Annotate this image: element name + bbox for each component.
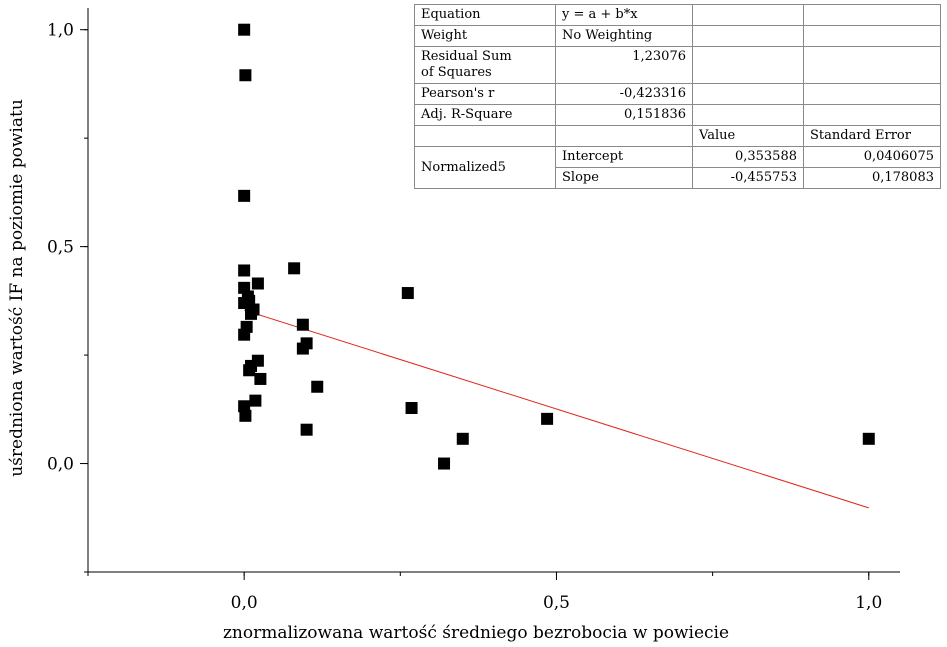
standard-error-header: Standard Error bbox=[803, 125, 941, 147]
data-point bbox=[541, 412, 554, 425]
fit-line bbox=[244, 309, 869, 509]
empty-cell bbox=[692, 46, 804, 84]
x-tick-label: 1,0 bbox=[855, 593, 882, 613]
rss-label-line-2: of Squares bbox=[421, 65, 492, 80]
empty-cell bbox=[803, 104, 941, 126]
empty-cell bbox=[692, 4, 804, 26]
axes bbox=[80, 8, 900, 580]
weight-label: Weight bbox=[414, 25, 556, 47]
data-point bbox=[249, 394, 262, 407]
data-point bbox=[240, 320, 253, 333]
x-tick-label: 0,5 bbox=[543, 593, 570, 613]
intercept-error: 0,0406075 bbox=[803, 146, 941, 168]
empty-cell bbox=[692, 25, 804, 47]
data-point bbox=[238, 189, 251, 202]
y-tick-label: 0,5 bbox=[47, 238, 74, 258]
y-tick-label: 1,0 bbox=[47, 21, 74, 41]
fit-line-group bbox=[244, 309, 869, 509]
empty-cell bbox=[803, 83, 941, 105]
group-label: Normalized5 bbox=[414, 146, 556, 189]
pearson-value: -0,423316 bbox=[555, 83, 693, 105]
data-point bbox=[456, 432, 469, 445]
empty-cell bbox=[692, 83, 804, 105]
empty-cell bbox=[803, 4, 941, 26]
data-point bbox=[239, 409, 252, 422]
data-point bbox=[405, 402, 418, 415]
table-row: Weight No Weighting bbox=[414, 25, 941, 47]
data-point bbox=[243, 364, 256, 377]
data-point bbox=[862, 432, 875, 445]
adj-r-square-label: Adj. R-Square bbox=[414, 104, 556, 126]
data-point bbox=[251, 354, 264, 367]
table-row: Adj. R-Square 0,151836 bbox=[414, 104, 941, 126]
data-point bbox=[247, 303, 260, 316]
x-axis-title: znormalizowana wartość średniego bezrobo… bbox=[223, 623, 729, 643]
data-point bbox=[401, 287, 414, 300]
rss-label: Residual Sum of Squares bbox=[414, 46, 556, 84]
y-tick-label: 0,0 bbox=[47, 455, 74, 475]
weight-value: No Weighting bbox=[555, 25, 693, 47]
table-row: Pearson's r -0,423316 bbox=[414, 83, 941, 105]
data-point bbox=[254, 372, 267, 385]
pearson-label: Pearson's r bbox=[414, 83, 556, 105]
data-point bbox=[238, 23, 251, 36]
intercept-label: Intercept bbox=[555, 146, 693, 168]
data-point bbox=[296, 318, 309, 331]
table-row: Value Standard Error bbox=[414, 125, 941, 147]
rss-value: 1,23076 bbox=[555, 46, 693, 84]
data-point bbox=[300, 337, 313, 350]
data-point bbox=[288, 262, 301, 275]
regression-stats-table: Equation y = a + b*x Weight No Weighting… bbox=[414, 4, 941, 189]
axis-labels: 0,0 0,5 1,0 0,0 0,5 1,0 znormalizowana wartość… bbox=[7, 21, 882, 643]
data-point bbox=[300, 423, 313, 436]
data-point bbox=[238, 400, 251, 413]
empty-cell bbox=[803, 25, 941, 47]
equation-value: y = a + b*x bbox=[555, 4, 693, 26]
slope-label: Slope bbox=[555, 167, 693, 189]
x-tick-label: 0,0 bbox=[231, 593, 258, 613]
data-point bbox=[311, 380, 324, 393]
empty-cell bbox=[692, 104, 804, 126]
empty-cell bbox=[555, 125, 693, 147]
data-point bbox=[239, 69, 252, 82]
table-row: Residual Sum of Squares 1,23076 bbox=[414, 46, 941, 84]
y-axis-title: uśredniona wartość IF na poziomie powiat… bbox=[7, 99, 27, 477]
data-point bbox=[251, 277, 264, 290]
slope-error: 0,178083 bbox=[803, 167, 941, 189]
empty-cell bbox=[414, 125, 556, 147]
rss-label-line-1: Residual Sum bbox=[421, 49, 512, 64]
adj-r-square-value: 0,151836 bbox=[555, 104, 693, 126]
data-point bbox=[438, 457, 451, 470]
table-row: Equation y = a + b*x bbox=[414, 4, 941, 26]
value-header: Value bbox=[692, 125, 804, 147]
table-row: Normalized5 Intercept 0,353588 0,0406075 bbox=[414, 146, 941, 189]
data-points bbox=[238, 23, 875, 470]
slope-value: -0,455753 bbox=[692, 167, 804, 189]
empty-cell bbox=[803, 46, 941, 84]
table-row: Slope -0,455753 0,178083 bbox=[415, 167, 941, 189]
equation-label: Equation bbox=[414, 4, 556, 26]
data-point bbox=[238, 264, 251, 277]
intercept-value: 0,353588 bbox=[692, 146, 804, 168]
